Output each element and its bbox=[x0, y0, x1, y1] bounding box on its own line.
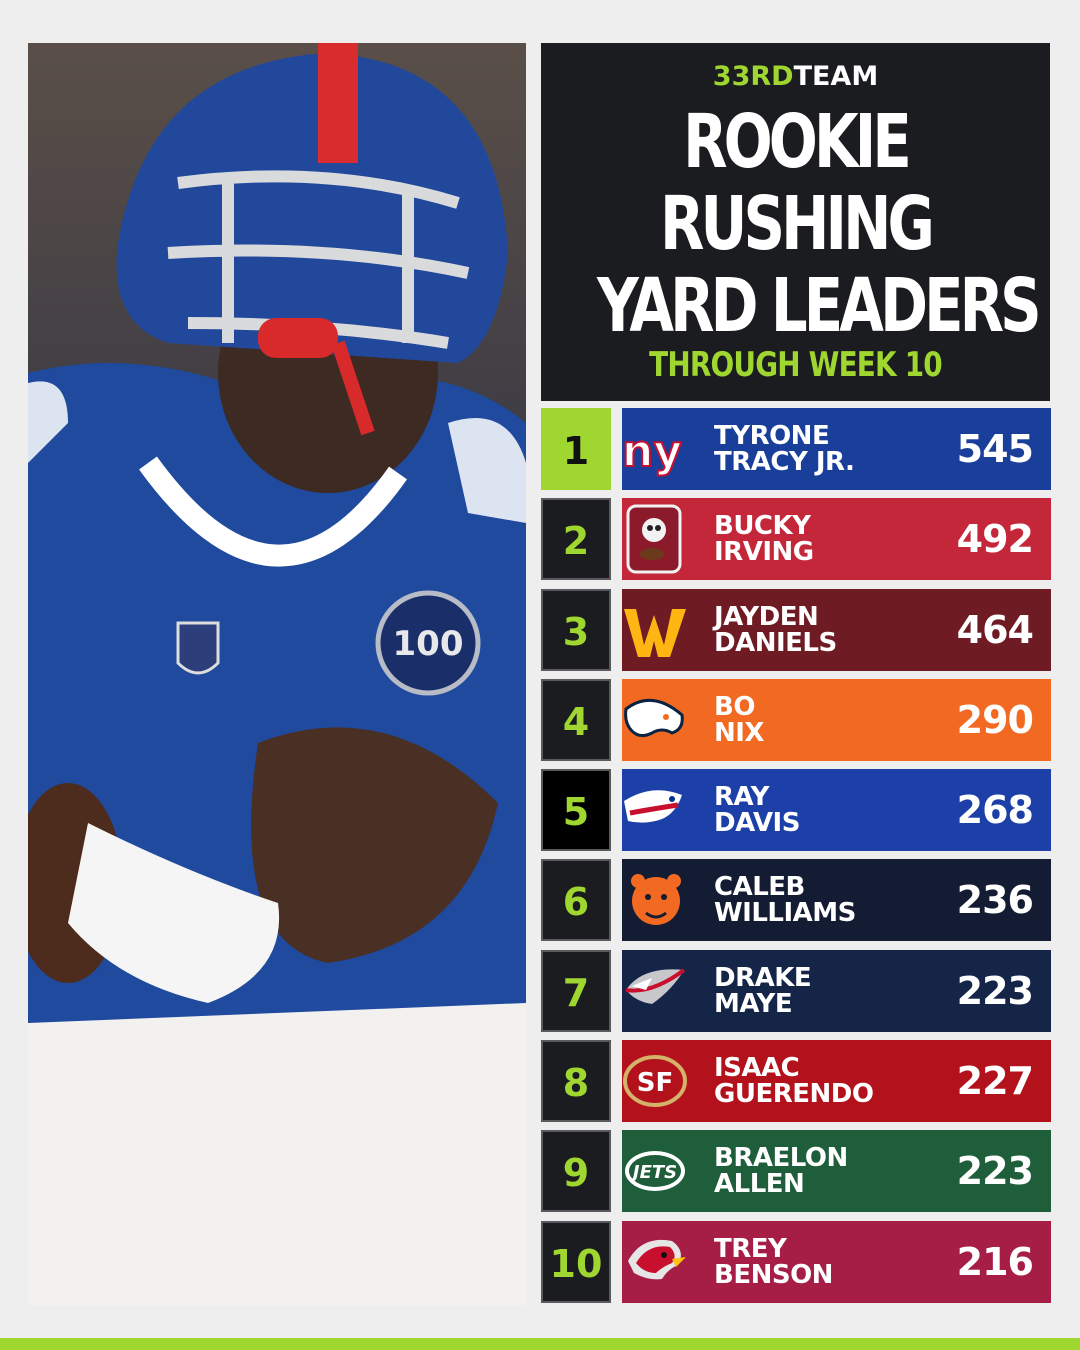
player-name: DRAKE MAYE bbox=[714, 962, 812, 1019]
team-panel: CALEB WILLIAMS 236 bbox=[622, 859, 1051, 942]
player-first-name: ISAAC bbox=[714, 1053, 800, 1084]
player-last-name: IRVING bbox=[714, 537, 814, 568]
accent-bar bbox=[0, 1338, 1080, 1350]
commanders-logo-icon bbox=[622, 589, 688, 671]
player-last-name: DANIELS bbox=[714, 627, 837, 658]
leaderboard-row: 5 RAY DAVIS 268 bbox=[541, 769, 1051, 852]
title-line: RUSHING bbox=[659, 181, 935, 267]
giants-logo-icon: ny bbox=[622, 408, 688, 490]
player-name: RAY DAVIS bbox=[714, 784, 800, 836]
rushing-yards: 290 bbox=[956, 697, 1034, 742]
rank-badge: 3 bbox=[541, 588, 611, 671]
rank-badge: 5 bbox=[541, 769, 611, 852]
brand-accent: 33RD bbox=[712, 61, 794, 92]
player-last-name: GUERENDO bbox=[714, 1079, 874, 1110]
team-panel: TREY BENSON 216 bbox=[622, 1220, 1051, 1303]
player-last-name: ALLEN bbox=[714, 1169, 805, 1200]
leaderboard-row: 3 JAYDEN DANIELS 464 bbox=[541, 588, 1051, 671]
rushing-yards: 216 bbox=[956, 1239, 1034, 1284]
bills-logo-icon bbox=[622, 769, 688, 851]
bears-logo-icon bbox=[622, 859, 688, 941]
leaderboard-row: 1 ny TYRONE TRACY JR. 545 bbox=[541, 408, 1051, 490]
player-name: JAYDEN DANIELS bbox=[714, 604, 837, 656]
svg-text:100: 100 bbox=[393, 624, 464, 664]
player-first-name: TREY bbox=[714, 1233, 787, 1264]
rank-badge: 4 bbox=[541, 678, 611, 761]
player-last-name: BENSON bbox=[714, 1259, 833, 1290]
49ers-logo-icon: SF bbox=[622, 1040, 688, 1122]
jets-logo-icon: JETS bbox=[622, 1130, 688, 1212]
rushing-yards: 492 bbox=[956, 517, 1034, 562]
team-panel: DRAKE MAYE 223 bbox=[622, 949, 1051, 1032]
team-panel: BUCKY IRVING 492 bbox=[622, 498, 1051, 581]
title-line: ROOKIE bbox=[683, 99, 912, 185]
leaderboard-row: 7 DRAKE MAYE 223 bbox=[541, 949, 1051, 1032]
player-name: BRAELON ALLEN bbox=[714, 1145, 848, 1197]
rank-badge: 6 bbox=[541, 859, 611, 942]
team-panel: ny TYRONE TRACY JR. 545 bbox=[622, 408, 1051, 490]
player-first-name: TYRONE bbox=[714, 421, 830, 451]
rank-badge: 7 bbox=[541, 949, 611, 1032]
team-panel: JAYDEN DANIELS 464 bbox=[622, 588, 1051, 671]
leaderboard-row: 9 JETS BRAELON ALLEN 223 bbox=[541, 1130, 1051, 1213]
player-name: BO NIX bbox=[714, 694, 764, 746]
player-last-name: TRACY JR. bbox=[714, 447, 855, 477]
svg-text:JETS: JETS bbox=[630, 1162, 677, 1183]
player-first-name: CALEB bbox=[714, 872, 805, 903]
patriots-logo-icon bbox=[622, 950, 688, 1032]
rank-badge: 2 bbox=[541, 498, 611, 581]
brand-wordmark: 33RDTEAM bbox=[541, 61, 1050, 92]
rushing-yards: 464 bbox=[956, 607, 1034, 652]
leaderboard: 1 ny TYRONE TRACY JR. 545 2 BUCKY IRVING 492 3 JAY… bbox=[541, 408, 1051, 1311]
rushing-yards: 227 bbox=[956, 1059, 1034, 1104]
rushing-yards: 236 bbox=[956, 878, 1034, 923]
team-panel: BO NIX 290 bbox=[622, 678, 1051, 761]
player-photo: 100 bbox=[28, 43, 526, 1306]
player-first-name: RAY bbox=[714, 782, 769, 813]
player-name: ISAAC GUERENDO bbox=[714, 1053, 874, 1110]
page-title: ROOKIE RUSHING YARD LEADERS bbox=[596, 99, 1042, 349]
player-first-name: BRAELON bbox=[714, 1143, 848, 1174]
player-name: TREY BENSON bbox=[714, 1236, 833, 1288]
player-first-name: DRAKE bbox=[714, 962, 812, 993]
player-name: CALEB WILLIAMS bbox=[714, 874, 856, 926]
svg-text:ny: ny bbox=[622, 426, 682, 477]
title-line: YARD LEADERS bbox=[596, 263, 1042, 349]
title-header: 33RDTEAM ROOKIE RUSHING YARD LEADERS THR… bbox=[541, 43, 1050, 401]
player-first-name: JAYDEN bbox=[714, 601, 819, 632]
player-name: BUCKY IRVING bbox=[714, 513, 814, 565]
rushing-yards: 223 bbox=[956, 968, 1034, 1013]
brand-rest: TEAM bbox=[793, 61, 879, 92]
leaderboard-row: 8 SF ISAAC GUERENDO 227 bbox=[541, 1040, 1051, 1123]
leaderboard-row: 6 CALEB WILLIAMS 236 bbox=[541, 859, 1051, 942]
buccaneers-logo-icon bbox=[622, 498, 688, 580]
leaderboard-row: 2 BUCKY IRVING 492 bbox=[541, 498, 1051, 581]
player-illustration: 100 bbox=[28, 43, 526, 1306]
leaderboard-row: 4 BO NIX 290 bbox=[541, 678, 1051, 761]
cardinals-logo-icon bbox=[622, 1221, 688, 1303]
team-panel: SF ISAAC GUERENDO 227 bbox=[622, 1040, 1051, 1123]
player-first-name: BO bbox=[714, 691, 755, 722]
player-last-name: WILLIAMS bbox=[714, 898, 856, 929]
player-last-name: DAVIS bbox=[714, 808, 800, 839]
rushing-yards: 268 bbox=[956, 788, 1034, 833]
rank-badge: 9 bbox=[541, 1130, 611, 1213]
broncos-logo-icon bbox=[622, 679, 688, 761]
rushing-yards: 545 bbox=[956, 427, 1034, 471]
rank-badge: 1 bbox=[541, 408, 611, 490]
svg-text:SF: SF bbox=[637, 1068, 674, 1098]
page-subtitle: THROUGH WEEK 10 bbox=[649, 345, 943, 385]
player-last-name: MAYE bbox=[714, 988, 793, 1019]
rank-badge: 8 bbox=[541, 1040, 611, 1123]
team-panel: JETS BRAELON ALLEN 223 bbox=[622, 1130, 1051, 1213]
leaderboard-row: 10 TREY BENSON 216 bbox=[541, 1220, 1051, 1303]
player-last-name: NIX bbox=[714, 717, 764, 748]
rushing-yards: 223 bbox=[956, 1149, 1034, 1194]
rank-badge: 10 bbox=[541, 1220, 611, 1303]
team-panel: RAY DAVIS 268 bbox=[622, 769, 1051, 852]
player-name: TYRONE TRACY JR. bbox=[714, 421, 855, 477]
player-first-name: BUCKY bbox=[714, 511, 811, 542]
